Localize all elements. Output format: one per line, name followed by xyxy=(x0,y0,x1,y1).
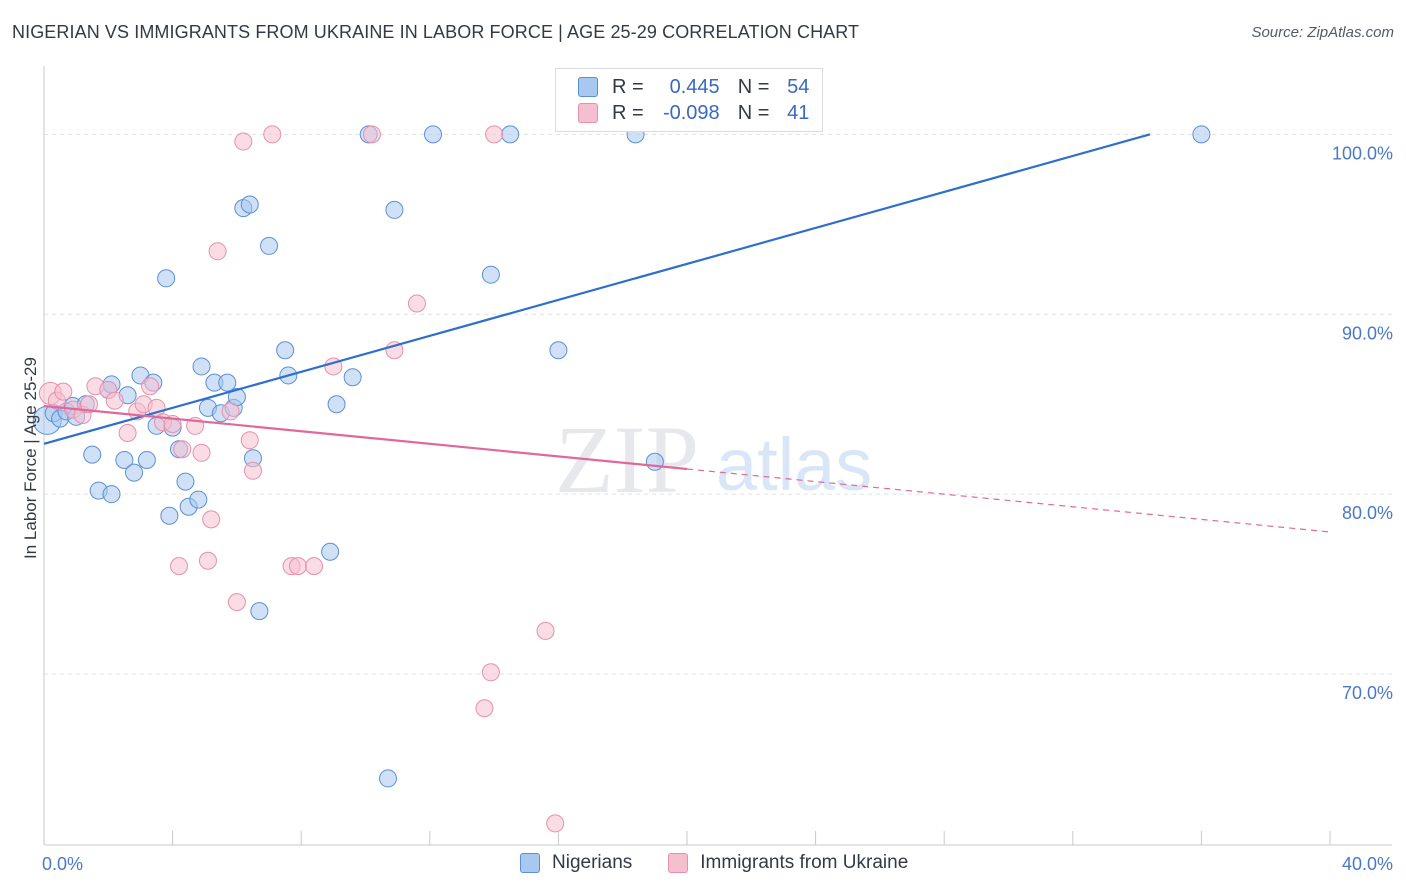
x-tick-label: 0.0% xyxy=(42,854,83,874)
legend-swatch-blue xyxy=(520,853,540,873)
tick-labels: 100.0% 90.0% 80.0% 70.0% 0.0% 40.0% xyxy=(42,143,1393,874)
trend-line-nigerians xyxy=(43,133,1151,445)
y-tick-label: 100.0% xyxy=(1332,143,1393,163)
data-point xyxy=(218,373,237,392)
data-point xyxy=(125,463,144,482)
data-point xyxy=(157,269,176,288)
data-point xyxy=(137,450,156,469)
data-point xyxy=(234,132,253,151)
data-point xyxy=(240,431,259,450)
data-point xyxy=(189,490,208,509)
trend-line-ukraine-extension xyxy=(686,468,1331,533)
data-point xyxy=(263,125,282,144)
legend-swatch-pink xyxy=(578,103,598,123)
data-point xyxy=(407,294,426,313)
legend-swatch-pink xyxy=(668,853,689,873)
data-point xyxy=(208,242,227,261)
data-point xyxy=(141,377,160,396)
legend-r-label: R = xyxy=(612,75,644,98)
data-point xyxy=(549,341,568,360)
legend-label-ukraine: Immigrants from Ukraine xyxy=(700,852,909,873)
data-point xyxy=(192,357,211,376)
data-point xyxy=(501,125,520,144)
correlation-legend: R = 0.445 N = 54 R = -0.098 N = 41 xyxy=(555,68,823,132)
watermark: ZIP atlas xyxy=(555,406,872,513)
data-point xyxy=(202,510,221,529)
x-tick-label: 40.0% xyxy=(1342,854,1393,874)
source-credit: Source: ZipAtlas.com xyxy=(1251,24,1394,41)
watermark-atlas: atlas xyxy=(716,423,872,506)
data-point xyxy=(83,445,102,464)
data-point xyxy=(343,368,362,387)
data-point xyxy=(192,443,211,462)
y-axis-label: In Labor Force | Age 25-29 xyxy=(21,357,40,559)
data-point xyxy=(250,602,269,621)
data-point xyxy=(102,485,121,504)
data-points xyxy=(32,125,1211,833)
data-point xyxy=(305,557,324,576)
legend-swatch-blue xyxy=(578,77,598,97)
legend-item-ukraine: Immigrants from Ukraine xyxy=(668,852,908,874)
series-points xyxy=(38,125,565,833)
legend-row-ukraine: R = -0.098 N = 41 xyxy=(578,100,809,126)
data-point xyxy=(481,265,500,284)
chart-title: NIGERIAN VS IMMIGRANTS FROM UKRAINE IN L… xyxy=(12,22,860,42)
data-point xyxy=(173,440,192,459)
data-point xyxy=(80,395,99,414)
data-point xyxy=(170,557,189,576)
data-point xyxy=(176,472,195,491)
data-point xyxy=(546,814,565,833)
data-point xyxy=(385,200,404,219)
data-point xyxy=(54,382,73,401)
legend-n-value: 54 xyxy=(787,75,810,98)
trend-line-ukraine xyxy=(43,404,688,471)
data-point xyxy=(645,452,664,471)
data-point xyxy=(1192,125,1211,144)
legend-n-label: N = xyxy=(737,75,770,98)
legend-n-value: 41 xyxy=(787,101,810,124)
data-point xyxy=(379,769,398,788)
y-tick-label: 90.0% xyxy=(1342,323,1393,343)
data-point xyxy=(481,663,500,682)
series-legend: Nigerians Immigrants from Ukraine xyxy=(520,852,944,874)
data-point xyxy=(260,236,279,255)
data-point xyxy=(485,125,504,144)
data-point xyxy=(118,424,137,443)
data-point xyxy=(424,125,443,144)
trend-lines xyxy=(43,133,1331,533)
data-point xyxy=(227,593,246,612)
data-point xyxy=(198,551,217,570)
legend-item-nigerians: Nigerians xyxy=(520,852,632,874)
legend-row-nigerians: R = 0.445 N = 54 xyxy=(578,74,809,100)
data-point xyxy=(327,395,346,414)
data-point xyxy=(536,621,555,640)
data-point xyxy=(160,506,179,525)
legend-r-value: -0.098 xyxy=(662,101,720,124)
data-point xyxy=(240,195,259,214)
data-point xyxy=(321,542,340,561)
legend-r-label: R = xyxy=(612,101,644,124)
axes xyxy=(43,66,1392,846)
data-point xyxy=(475,699,494,718)
y-tick-label: 80.0% xyxy=(1342,503,1393,523)
data-point xyxy=(276,341,295,360)
y-tick-label: 70.0% xyxy=(1342,683,1393,703)
data-point xyxy=(221,402,240,421)
legend-label-nigerians: Nigerians xyxy=(552,852,633,873)
data-point xyxy=(115,450,134,469)
data-point xyxy=(288,557,307,576)
data-point xyxy=(362,125,381,144)
data-point xyxy=(105,391,124,410)
watermark-zip: ZIP xyxy=(555,406,699,513)
data-point xyxy=(243,461,262,480)
legend-r-value: 0.445 xyxy=(669,75,720,98)
legend-n-label: N = xyxy=(737,101,770,124)
